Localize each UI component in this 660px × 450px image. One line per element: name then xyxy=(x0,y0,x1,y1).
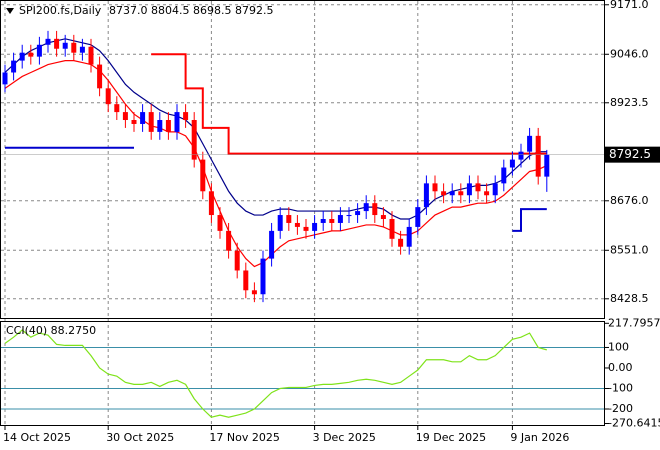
candle-body xyxy=(183,112,189,121)
overlay-line xyxy=(4,38,547,220)
candle-body xyxy=(398,238,404,247)
candle-body xyxy=(79,46,85,53)
x-tick-label: 9 Jan 2026 xyxy=(510,431,569,444)
candle-body xyxy=(492,183,498,196)
main-frame xyxy=(0,0,605,319)
y-tick-label: -200 xyxy=(608,402,633,415)
candle-body xyxy=(277,215,283,231)
candle-body xyxy=(148,112,154,132)
candle-body xyxy=(389,219,395,239)
candle-body xyxy=(423,183,429,208)
candle-body xyxy=(217,215,223,231)
candle-body xyxy=(28,52,34,57)
candle-body xyxy=(303,226,309,231)
candle-body xyxy=(518,151,524,160)
candle-body xyxy=(475,183,481,192)
y-tick-label: 100 xyxy=(608,340,629,353)
candle-body xyxy=(329,219,335,223)
candle-body xyxy=(36,44,42,57)
candle-body xyxy=(449,191,455,196)
candle-body xyxy=(363,203,369,212)
candle-body xyxy=(200,159,206,192)
candle-body xyxy=(432,183,438,192)
candle-body xyxy=(88,46,94,65)
candle-body xyxy=(251,290,257,295)
candle-body xyxy=(97,64,103,89)
candle-body xyxy=(415,207,421,227)
menu-arrow xyxy=(6,8,14,14)
overlay-line xyxy=(151,53,547,155)
candle-body xyxy=(174,112,180,132)
candle-body xyxy=(355,211,361,216)
overlay-line xyxy=(5,146,547,232)
candle-body xyxy=(19,52,25,61)
candle-body xyxy=(484,191,490,196)
candle-body xyxy=(294,222,300,227)
candle-body xyxy=(260,258,266,295)
candle-body xyxy=(346,215,352,217)
candle-body xyxy=(122,112,128,121)
y-tick-label: 0.00 xyxy=(608,361,633,374)
candle-body xyxy=(11,60,17,73)
candle-body xyxy=(54,38,60,49)
candle-body xyxy=(380,215,386,220)
candle-body xyxy=(458,191,464,196)
candle-body xyxy=(243,270,249,291)
cci-title: CCI(40) 88.2750 xyxy=(6,324,96,337)
candle-body xyxy=(62,42,68,49)
candle-body xyxy=(466,183,472,196)
candle-body xyxy=(406,226,412,247)
cci-frame xyxy=(0,321,605,426)
candle-body xyxy=(208,191,214,216)
candle-body xyxy=(320,219,326,223)
y-tick-label: 8676.0 xyxy=(610,194,649,207)
candle-body xyxy=(131,120,137,124)
candle-body xyxy=(286,215,292,223)
candle-body xyxy=(535,135,541,177)
candle-body xyxy=(234,250,240,271)
candle-body xyxy=(165,120,171,132)
x-tick-label: 19 Dec 2025 xyxy=(416,431,486,444)
candle-body xyxy=(2,72,8,85)
candle-body xyxy=(45,38,51,45)
y-tick-label: 9171.0 xyxy=(610,0,649,11)
ohlc-values: 8737.0 8804.5 8698.5 8792.5 xyxy=(109,4,273,17)
x-tick-label: 17 Nov 2025 xyxy=(209,431,279,444)
candle-body xyxy=(441,191,447,196)
y-tick-label: 217.7957 xyxy=(608,316,660,329)
y-tick-label: -270.6415 xyxy=(608,416,660,429)
candle-body xyxy=(157,120,163,132)
cci-line xyxy=(4,329,547,418)
candle-body xyxy=(269,230,275,259)
price-marker xyxy=(605,146,660,163)
y-tick-label: -100 xyxy=(608,381,633,394)
candle-body xyxy=(544,154,550,177)
y-tick-label: 8428.5 xyxy=(610,292,649,305)
x-tick-label: 14 Oct 2025 xyxy=(3,431,71,444)
candle-body xyxy=(105,88,111,105)
y-tick-label: 8551.0 xyxy=(610,243,649,256)
y-tick-label: 9046.0 xyxy=(610,47,649,60)
candle-body xyxy=(71,42,77,53)
candle-body xyxy=(226,230,232,251)
price-marker-label: 8792.5 xyxy=(609,147,651,161)
candle-body xyxy=(337,215,343,223)
x-tick-label: 30 Oct 2025 xyxy=(106,431,174,444)
candle-body xyxy=(527,135,533,152)
chart-title: SPI200.fs,Daily xyxy=(19,4,102,17)
candle-body xyxy=(114,104,120,113)
candle-body xyxy=(312,222,318,231)
candle-body xyxy=(372,203,378,216)
candle-body xyxy=(501,167,507,184)
x-tick-label: 3 Dec 2025 xyxy=(313,431,376,444)
candle-body xyxy=(140,112,146,124)
candle-body xyxy=(191,120,197,160)
y-tick-label: 8923.5 xyxy=(610,96,649,109)
overlay-line xyxy=(4,60,548,268)
candle-body xyxy=(509,159,515,168)
